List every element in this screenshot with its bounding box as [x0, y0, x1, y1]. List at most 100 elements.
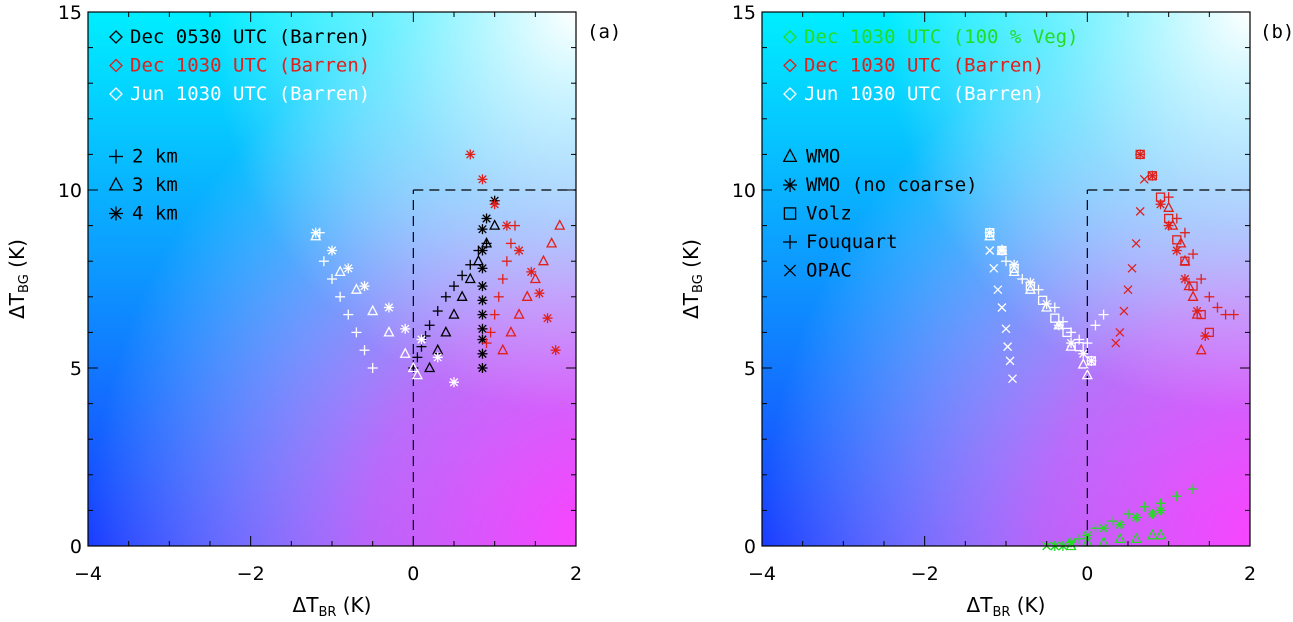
data-point [1074, 334, 1085, 345]
data-point [1171, 491, 1182, 502]
data-point [1188, 281, 1198, 291]
data-point [542, 313, 553, 324]
data-point [997, 245, 1007, 256]
data-point [546, 237, 558, 248]
legend-label: WMO (no coarse) [806, 174, 978, 196]
data-point [1135, 149, 1145, 160]
legend-marker [783, 264, 797, 277]
data-point [489, 309, 500, 320]
data-point [1114, 519, 1125, 530]
data-point [996, 245, 1007, 256]
legend-item: Dec 1030 UTC (Barren) [109, 55, 370, 77]
legend-item: 4 km [109, 203, 178, 225]
x-tick-label: −4 [748, 563, 776, 585]
data-point [537, 254, 550, 266]
data-point [1212, 302, 1223, 313]
data-point [1139, 174, 1149, 184]
legend-item: Volz [783, 203, 852, 225]
data-point [477, 363, 488, 373]
data-point [1024, 283, 1036, 294]
data-point [477, 281, 488, 292]
data-point [1130, 532, 1142, 544]
x-tick-label: 0 [407, 563, 419, 585]
data-point [432, 352, 443, 363]
x-axis-label: ΔTBR (K) [293, 593, 372, 620]
legend-marker [783, 207, 797, 220]
legend-item: Fouquart [783, 231, 898, 253]
axis-ticks: −4 −2 0 2 0 5 10 15 [58, 2, 582, 585]
data-point [432, 306, 443, 317]
data-point [359, 345, 370, 356]
legend-label: 3 km [132, 174, 178, 196]
data-point [411, 368, 423, 380]
data-point [1114, 532, 1126, 544]
data-point [1082, 338, 1093, 349]
legend-item: Dec 1030 UTC (100 % Veg) [783, 26, 1079, 48]
data-point [1005, 356, 1015, 366]
data-point [334, 265, 346, 277]
data-point [1086, 355, 1097, 366]
x-axis-label: ΔTBR (K) [967, 593, 1046, 620]
data-point [1025, 281, 1036, 291]
data-point [412, 352, 423, 363]
data-point [383, 326, 395, 337]
data-point [477, 334, 488, 345]
data-points [310, 149, 566, 388]
data-point [1066, 327, 1077, 338]
data-point [1163, 192, 1174, 203]
data-point [550, 345, 561, 356]
y-tick-label: 5 [744, 358, 756, 380]
x-tick-label: −4 [74, 563, 102, 585]
plot-frame [761, 11, 1251, 547]
data-point [997, 303, 1007, 312]
data-point [456, 290, 468, 301]
data-point [1123, 285, 1133, 295]
data-point [505, 238, 516, 249]
data-point [1065, 539, 1077, 551]
y-axis-label: ΔTBG (K) [5, 239, 32, 319]
data-point [448, 308, 460, 319]
data-point [1188, 484, 1199, 495]
data-point [1086, 356, 1097, 366]
legend-label: OPAC [806, 260, 852, 282]
legend-label: Dec 0530 UTC (Barren) [130, 26, 370, 48]
data-point [1111, 338, 1121, 348]
data-point [367, 363, 378, 373]
data-point [1077, 358, 1089, 369]
y-tick-label: 15 [58, 2, 82, 24]
data-point [513, 308, 525, 319]
legend: Dec 1030 UTC (100 % Veg) Dec 1030 UTC (Ba… [782, 26, 1079, 282]
data-point [497, 343, 509, 355]
data-point [1171, 245, 1182, 256]
legend-marker [109, 58, 123, 73]
legend-label: 4 km [132, 203, 178, 225]
data-point [1179, 274, 1190, 284]
data-point [1196, 274, 1207, 284]
data-point [1188, 249, 1199, 260]
data-point [1037, 295, 1048, 306]
data-point [1017, 274, 1028, 284]
legend-item: WMO (no coarse) [783, 174, 978, 196]
data-point [367, 304, 379, 316]
data-point [493, 291, 504, 302]
legend-item: Dec 1030 UTC (Barren) [783, 55, 1044, 77]
data-points [984, 149, 1239, 551]
data-point [1098, 523, 1109, 534]
legend-label: Dec 1030 UTC (100 % Veg) [804, 26, 1079, 48]
data-point [477, 174, 488, 185]
data-point [1057, 316, 1068, 327]
data-point [1172, 235, 1182, 245]
data-point [477, 309, 488, 320]
x-tick-label: 2 [570, 563, 582, 585]
data-point [1139, 501, 1150, 512]
legend-label: 2 km [132, 146, 178, 168]
legend-label: WMO [806, 146, 840, 168]
data-point [1074, 533, 1085, 544]
data-point [440, 326, 452, 337]
x-tick-label: −2 [237, 563, 265, 585]
data-point [424, 320, 435, 331]
data-point [1127, 263, 1137, 273]
y-tick-label: 0 [744, 536, 756, 558]
legend-marker [108, 176, 124, 191]
data-point [1009, 263, 1019, 273]
